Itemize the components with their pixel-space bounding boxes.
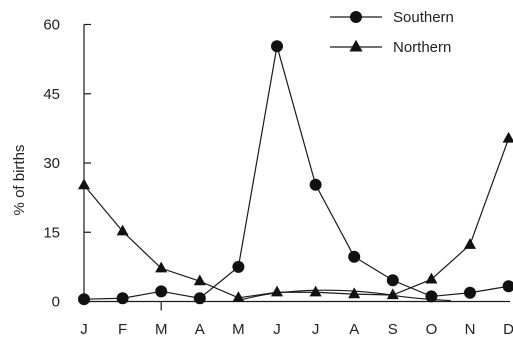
x-tick-label: J	[273, 321, 281, 338]
legend-marker	[349, 39, 363, 52]
data-point	[271, 40, 283, 53]
legend-marker	[350, 11, 362, 23]
data-point	[502, 280, 513, 293]
y-tick-label: 15	[43, 224, 60, 241]
data-point	[502, 131, 513, 143]
legend-label: Southern	[393, 9, 454, 26]
data-point	[116, 224, 129, 236]
series-layer	[78, 40, 513, 306]
y-axis-label: % of births	[11, 145, 28, 216]
x-tick-label: N	[465, 321, 476, 338]
data-point	[464, 286, 476, 299]
y-ticks: 0 15 30 45 60	[43, 17, 91, 311]
data-point	[309, 285, 322, 297]
data-point	[193, 274, 206, 286]
data-point	[309, 178, 322, 191]
data-point	[78, 178, 90, 190]
data-point	[386, 288, 399, 300]
series-northern	[78, 131, 513, 302]
y-tick-label: 30	[43, 155, 60, 172]
data-point	[464, 238, 476, 249]
y-tick-label: 0	[52, 294, 60, 311]
series-line	[83, 138, 510, 299]
data-point	[386, 274, 399, 287]
data-point	[155, 261, 168, 273]
x-tick-label: F	[118, 321, 127, 338]
data-point	[425, 290, 438, 303]
series-line	[83, 46, 509, 300]
data-point	[155, 285, 168, 298]
x-tick-label: O	[426, 321, 438, 338]
legend-item: Northern	[330, 39, 451, 56]
legend: Southern Northern	[330, 9, 454, 56]
legend-label: Northern	[393, 39, 451, 56]
y-tick-label: 45	[43, 86, 60, 103]
data-point	[116, 292, 129, 305]
y-tick-label: 60	[43, 17, 60, 34]
data-point	[193, 292, 206, 305]
x-tick-label: D	[503, 321, 513, 338]
data-point	[425, 272, 438, 284]
data-point	[232, 291, 245, 302]
x-tick-label: A	[349, 321, 359, 338]
x-tick-label: S	[388, 321, 398, 338]
x-tick-label: M	[155, 321, 168, 338]
x-tick-label: J	[80, 321, 88, 338]
data-point	[348, 250, 361, 263]
data-point	[78, 293, 90, 306]
x-tick-label: J	[312, 321, 320, 338]
data-point	[232, 260, 245, 273]
x-tick-label: M	[232, 321, 245, 338]
legend-item: Southern	[330, 9, 454, 26]
series-southern	[78, 40, 513, 306]
x-tick-label: A	[195, 321, 205, 338]
data-point	[348, 287, 361, 299]
data-point	[271, 285, 283, 297]
axes	[83, 24, 510, 303]
